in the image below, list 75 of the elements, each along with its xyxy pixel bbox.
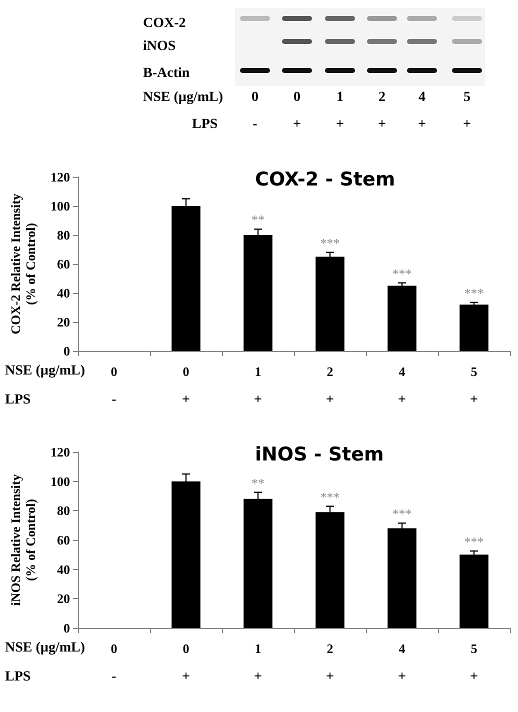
chart-title: COX-2 - Stem xyxy=(255,168,396,190)
x-tick-label: 4 xyxy=(398,641,406,656)
y-tick-label: 80 xyxy=(57,503,70,518)
bar xyxy=(388,286,416,351)
annotation: ** xyxy=(252,212,264,228)
text: + xyxy=(398,670,406,684)
text: + xyxy=(182,392,190,408)
text: LPS xyxy=(5,392,31,408)
text: - xyxy=(112,392,117,408)
x-tick-label: 5 xyxy=(470,641,478,656)
y-tick-label: 20 xyxy=(57,314,70,330)
text: LPS xyxy=(5,670,31,684)
chart-title: iNOS - Stem xyxy=(255,444,384,466)
y-axis-title: iNOS Relative Intensity (% of Control) xyxy=(8,474,38,606)
text: - xyxy=(252,117,258,133)
bar xyxy=(460,304,488,351)
text: COX-2 xyxy=(143,16,186,32)
y-tick-label: 60 xyxy=(57,532,70,548)
annotation: *** xyxy=(464,534,484,549)
y-tick-label: 120 xyxy=(50,444,70,460)
y-tick-label: 100 xyxy=(50,474,70,489)
text: + xyxy=(254,670,262,684)
y-tick-label: 80 xyxy=(57,228,70,242)
text: - xyxy=(112,670,117,684)
text: + xyxy=(336,117,344,133)
text: B-Actin xyxy=(143,66,190,82)
text: 5 xyxy=(464,90,470,106)
bar xyxy=(460,554,488,628)
text: 4 xyxy=(418,90,426,106)
x-tick-label: 1 xyxy=(254,641,262,656)
text: + xyxy=(470,670,478,684)
text: + xyxy=(418,117,426,133)
annotation: *** xyxy=(392,266,412,281)
x-axis-title: NSE (µg/mL) xyxy=(5,364,86,378)
x-tick-label: 2 xyxy=(326,364,334,379)
x-tick-label: 2 xyxy=(326,641,334,656)
x-tick-label: 4 xyxy=(398,364,406,379)
y-tick-label: 120 xyxy=(50,170,70,184)
text: + xyxy=(182,670,190,684)
y-tick-label: 100 xyxy=(50,198,70,214)
text: 2 xyxy=(378,90,386,106)
x-tick-label: 0 xyxy=(110,364,118,379)
y-tick-label: 0 xyxy=(64,620,70,636)
x-tick-label: 0 xyxy=(182,364,190,379)
text: + xyxy=(470,392,478,408)
text: + xyxy=(378,117,386,133)
text: NSE (µg/mL) xyxy=(143,90,224,106)
x-tick-label: 1 xyxy=(254,364,262,379)
text: 0 xyxy=(294,90,300,106)
text: + xyxy=(293,117,301,133)
x-axis-title: NSE (µg/mL) xyxy=(5,640,86,656)
text: + xyxy=(326,670,334,684)
annotation: *** xyxy=(320,489,340,504)
annotation: *** xyxy=(320,235,340,250)
text: 1 xyxy=(336,90,344,106)
y-tick-label: 40 xyxy=(57,286,70,300)
annotation: *** xyxy=(392,506,412,522)
y-tick-label: 60 xyxy=(57,256,70,272)
text: + xyxy=(463,117,471,133)
x-tick-label: 5 xyxy=(470,364,478,379)
x-tick-label: 0 xyxy=(182,641,190,656)
annotation: *** xyxy=(464,285,484,300)
text: + xyxy=(326,392,334,408)
text: + xyxy=(254,392,262,408)
text: LPS xyxy=(192,117,218,133)
bar xyxy=(316,256,344,351)
text: iNOS xyxy=(143,39,176,55)
y-tick-label: 40 xyxy=(57,562,70,577)
y-axis-title: COX-2 Relative Intensity (% of Control) xyxy=(8,193,38,334)
text: + xyxy=(398,392,406,408)
y-tick-label: 0 xyxy=(64,344,70,358)
y-tick-label: 20 xyxy=(57,591,70,606)
x-tick-label: 0 xyxy=(110,641,118,656)
annotation: ** xyxy=(252,475,264,490)
text: 0 xyxy=(252,90,258,106)
